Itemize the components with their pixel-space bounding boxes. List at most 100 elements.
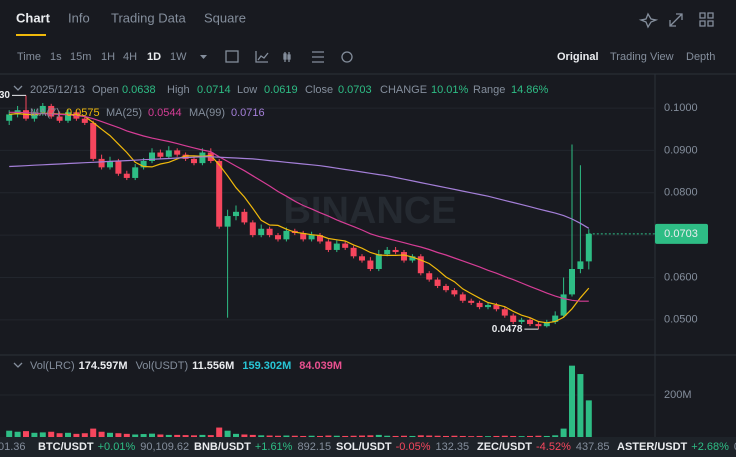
view-option[interactable]: Trading View <box>610 51 674 63</box>
volume-bar <box>560 428 567 437</box>
candle-body <box>367 260 374 269</box>
volume-bar <box>342 435 349 437</box>
volume-bar <box>115 433 122 437</box>
tab[interactable]: Square <box>204 10 246 25</box>
ticker-price: 437.85 <box>576 441 610 453</box>
volume-bar <box>375 434 382 437</box>
candle-body <box>485 304 491 308</box>
dropdown-icon[interactable] <box>200 55 207 59</box>
legend-label: Close <box>305 84 333 96</box>
candle-body <box>182 154 189 159</box>
legend-value: 0.0714 <box>197 84 231 96</box>
volume-bar <box>359 435 365 437</box>
view-option[interactable]: Original <box>557 51 599 63</box>
volume-bar <box>493 435 500 437</box>
volume-bar <box>39 432 46 437</box>
volume-bar <box>443 435 449 437</box>
volume-bar <box>123 433 130 437</box>
volume-bar <box>48 431 55 437</box>
ticker-price: 132.35 <box>435 441 469 453</box>
volume-bar <box>14 431 21 437</box>
volume-bar <box>384 435 391 437</box>
candle-body <box>300 232 307 240</box>
tab[interactable]: Trading Data <box>111 10 186 25</box>
volume-bar <box>459 435 466 437</box>
candle-icon[interactable] <box>283 52 291 62</box>
view-option[interactable]: Depth <box>686 51 715 63</box>
candle-body <box>443 285 449 291</box>
candle-body <box>107 161 113 168</box>
volume-bar <box>569 365 575 437</box>
ma-line <box>9 156 590 229</box>
ma-legend-name: MA(25) <box>106 107 142 119</box>
tab[interactable]: Info <box>68 10 90 25</box>
volume-bar <box>132 434 139 437</box>
interval[interactable]: 1s <box>50 51 62 63</box>
volume-bar <box>90 428 97 437</box>
volume-bar <box>476 435 483 437</box>
tab[interactable]: Chart <box>16 10 51 25</box>
candle-body <box>401 252 407 261</box>
volume-bar <box>6 430 13 437</box>
toolbar-icons <box>225 50 353 63</box>
candle-body <box>65 112 71 121</box>
volume-bar <box>585 400 592 437</box>
candle-body <box>157 152 164 157</box>
volume-bar <box>224 430 231 437</box>
volume-legend-value: 11.556M <box>192 360 234 372</box>
candle-body <box>81 118 88 123</box>
volume-bar <box>56 433 63 437</box>
candle-body <box>451 290 458 295</box>
candle-body <box>31 112 38 119</box>
indicator-icon[interactable] <box>255 51 269 63</box>
candle-body <box>115 161 122 174</box>
settings-icon[interactable] <box>312 51 324 63</box>
volume-bar <box>451 435 458 437</box>
candle-body <box>569 268 575 295</box>
volume-bar <box>182 435 189 437</box>
volume-bar <box>174 434 181 437</box>
interval[interactable]: 1H <box>101 51 115 63</box>
calendar-icon[interactable] <box>225 50 239 63</box>
candle-body <box>468 300 475 303</box>
candle-body <box>552 315 559 322</box>
volume-bar <box>333 435 340 437</box>
interval[interactable]: 1W <box>170 51 187 63</box>
annotation-label: 0.1030 <box>0 90 10 101</box>
candle-body <box>325 241 332 250</box>
ticker-pair: BTC/USDT <box>38 441 94 453</box>
candle-body <box>48 105 55 117</box>
ticker-pair: ZEC/USDT <box>477 441 532 453</box>
candle-body <box>191 158 197 164</box>
collapse-icon[interactable] <box>13 85 23 91</box>
ma-legend-value: 0.0575 <box>66 107 100 119</box>
interval[interactable]: 1D <box>147 51 161 63</box>
candle-body <box>459 294 466 301</box>
ticker-price: 01.36 <box>0 441 26 453</box>
interval[interactable]: 4H <box>123 51 137 63</box>
ai-icon[interactable] <box>638 12 659 29</box>
volume-bar <box>401 435 407 437</box>
volume-bar <box>527 435 533 437</box>
volume-bar <box>157 434 164 437</box>
y-tick-label: 0.0500 <box>664 314 698 326</box>
ticker-price: 90,109.62 <box>140 441 189 453</box>
expand-icon[interactable] <box>669 13 683 27</box>
candle-body <box>426 273 433 280</box>
tab-underline <box>16 34 46 36</box>
plot: 0.1030 0.0478 <box>0 90 655 437</box>
layout-icon[interactable] <box>699 12 714 27</box>
price-tag-label: 0.0703 <box>664 228 698 240</box>
candle-body <box>527 319 533 325</box>
candle-body <box>476 302 483 308</box>
volume-bar <box>107 432 113 437</box>
draw-icon[interactable] <box>341 51 353 63</box>
toolbar-label: Time <box>17 51 41 63</box>
y-tick-label: 0.0600 <box>664 271 698 283</box>
candle-body <box>543 321 550 327</box>
ticker-change: +0.01% <box>98 441 136 453</box>
interval[interactable]: 15m <box>70 51 91 63</box>
volume-bar <box>241 434 248 437</box>
legend-value: 10.01% <box>431 84 469 96</box>
